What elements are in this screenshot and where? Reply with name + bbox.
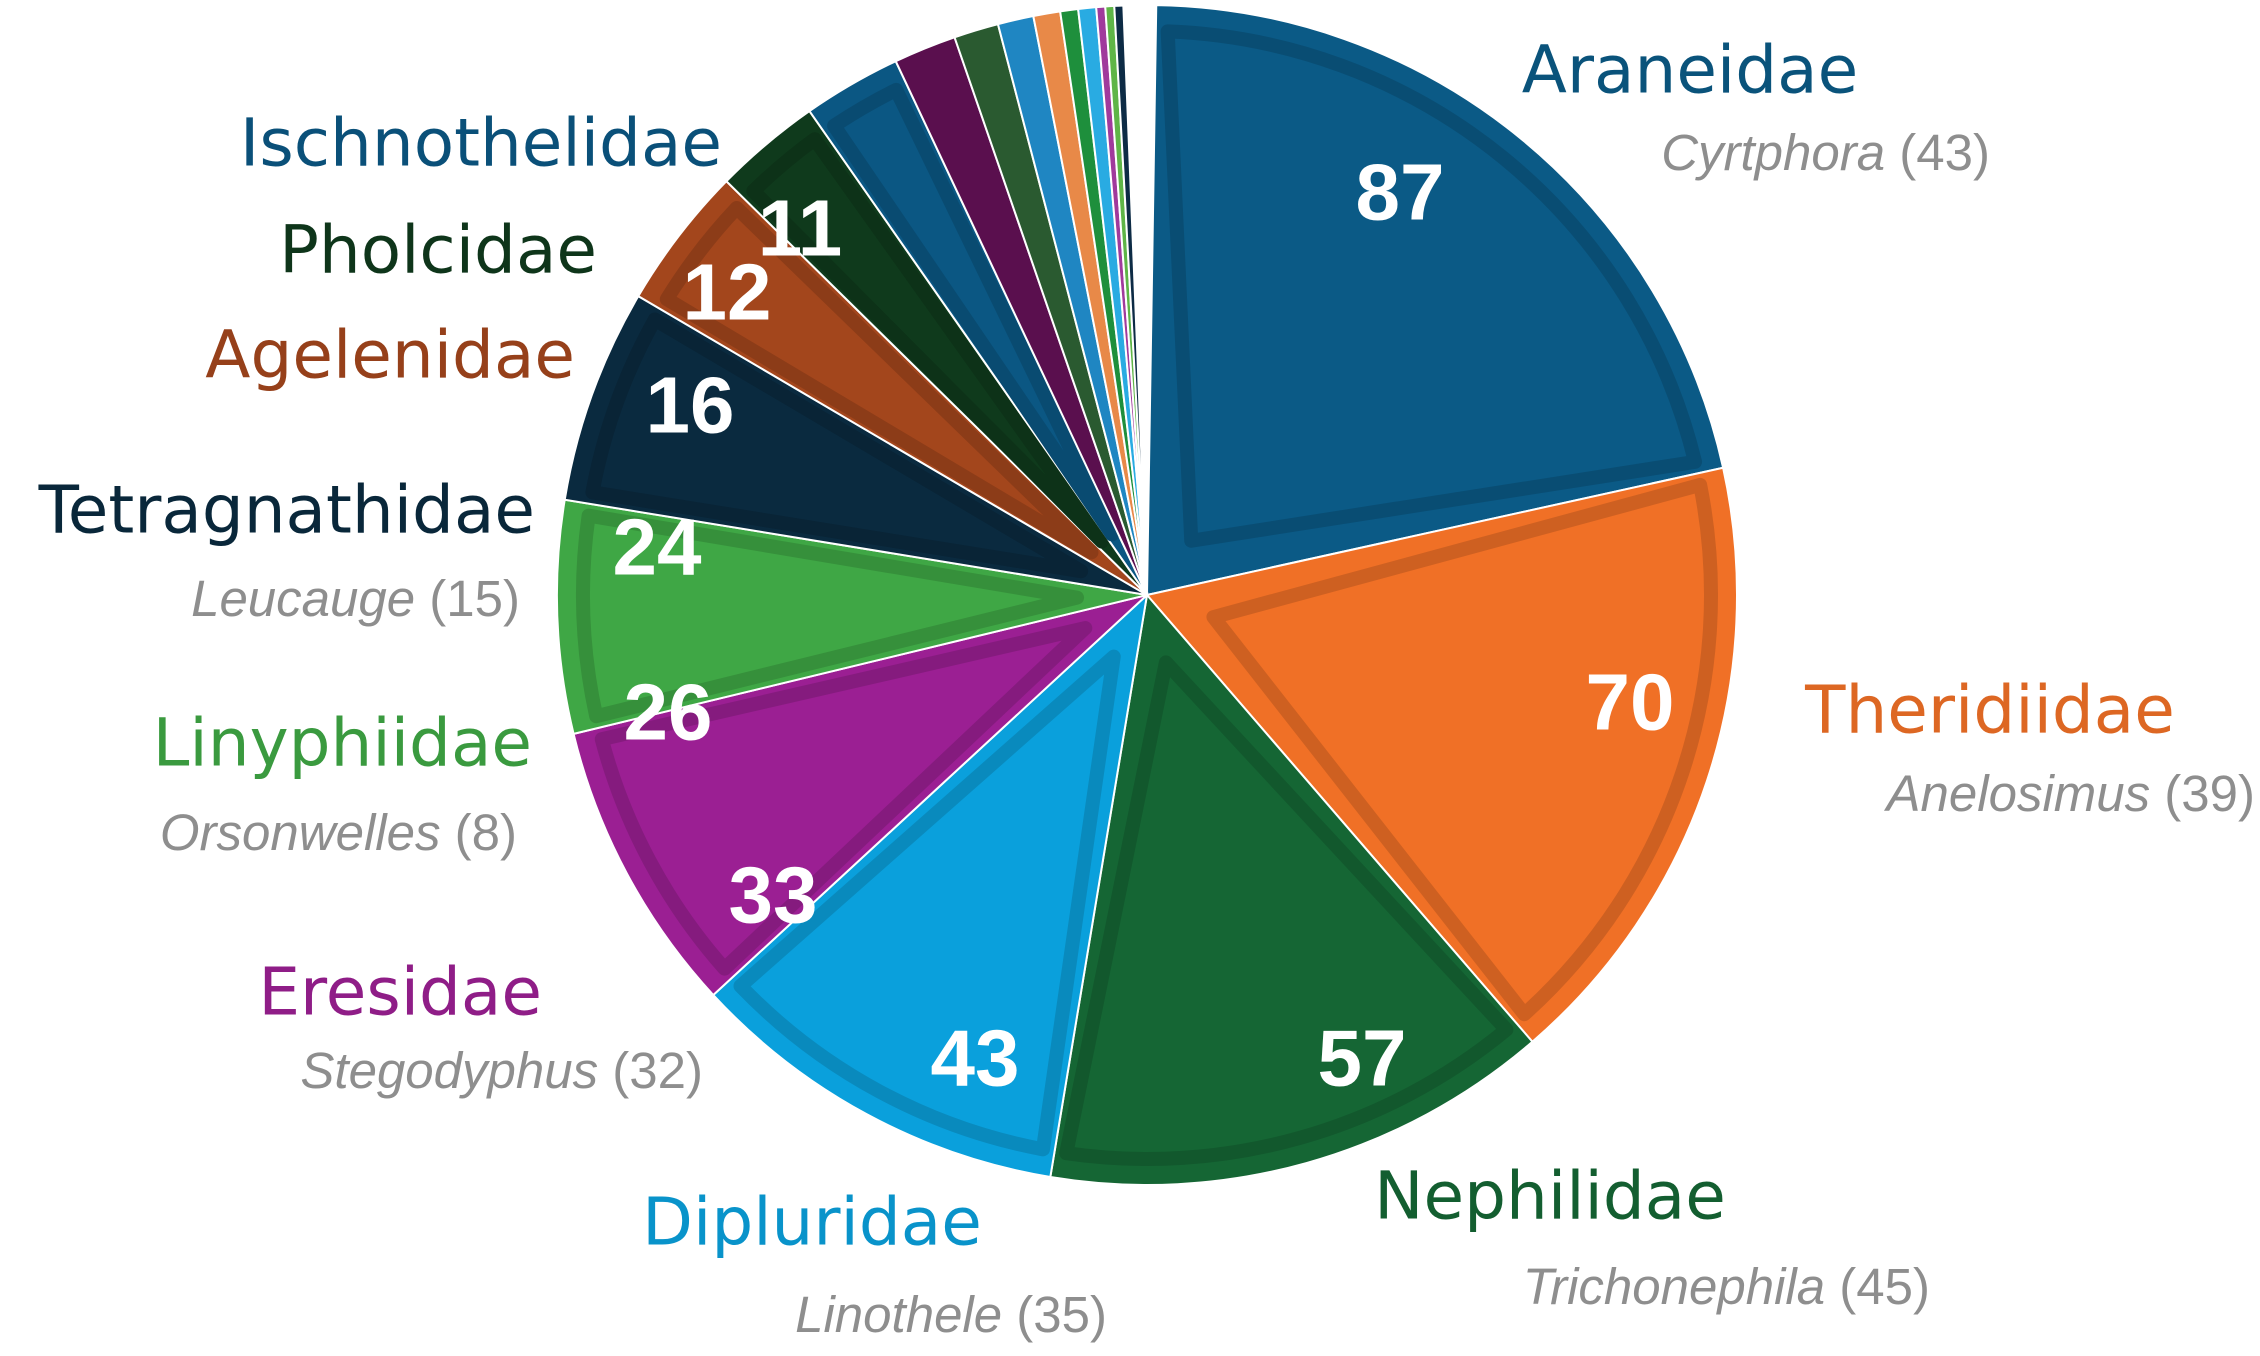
genus-label: Stegodyphus (32)	[300, 1042, 703, 1099]
family-labels: Araneidae Cyrtphora (43) Theridiidae Anelos…	[38, 32, 2255, 1343]
genus-count: (35)	[1002, 1286, 1107, 1343]
pie-slice-bevel	[576, 508, 1085, 724]
family-label: Theridiidae	[1804, 672, 2175, 749]
genus-count: (39)	[2150, 765, 2255, 822]
family-label: Dipluridae	[642, 1184, 982, 1261]
pie-slice-araneidae	[1145, 4, 1725, 597]
genus-count: (8)	[441, 804, 518, 861]
genus-name: Trichonephila	[1523, 1258, 1825, 1315]
family-label: Tetragnathidae	[38, 472, 535, 549]
slice-count-label: 16	[646, 361, 735, 450]
genus-label: Cyrtphora (43)	[1661, 124, 1990, 181]
family-label: Araneidae	[1522, 32, 1858, 109]
family-label: Ischnothelidae	[240, 105, 722, 182]
slice-count-label: 70	[1586, 658, 1675, 747]
slice-count-label: 11	[758, 184, 843, 273]
pie-slice-other-19	[1113, 4, 1148, 596]
pie-slice-linyphiidae	[556, 498, 1148, 736]
pie-slice-bevel	[1059, 655, 1514, 1166]
genus-name: Orsonwelles	[160, 804, 441, 861]
pie-slice-bevel	[659, 200, 1099, 560]
slice-count-label: 43	[931, 1014, 1020, 1103]
genus-count: (43)	[1885, 124, 1990, 181]
family-label: Nephilidae	[1374, 1158, 1726, 1235]
slice-count-label: 12	[683, 248, 772, 337]
pie-slice-bevel	[1160, 24, 1703, 548]
family-label: Agelenidae	[205, 317, 575, 394]
family-label: Eresidae	[258, 954, 542, 1031]
family-label: Pholcidae	[279, 212, 597, 289]
slice-count-label: 24	[613, 503, 702, 592]
genus-name: Linothele	[795, 1286, 1002, 1343]
slice-count-label: 57	[1318, 1014, 1407, 1103]
pie-slice-bevel	[585, 312, 1089, 579]
pie-slice-bevel	[746, 132, 1109, 549]
genus-count: (32)	[598, 1042, 703, 1099]
pie-slice-bevel	[733, 649, 1121, 1157]
genus-name: Leucauge	[191, 570, 415, 627]
pie-slice-eresidae	[572, 593, 1151, 997]
genus-label: Orsonwelles (8)	[160, 804, 517, 861]
pie-slices	[556, 4, 1738, 1186]
genus-name: Stegodyphus	[300, 1042, 598, 1099]
genus-count: (15)	[415, 570, 520, 627]
pie-slice-dipluridae	[711, 592, 1149, 1179]
pie-slice-bevel	[594, 621, 1093, 976]
pie-slice-theridiidae	[1145, 466, 1738, 1044]
genus-count: (45)	[1825, 1258, 1930, 1315]
family-label: Linyphiidae	[153, 705, 532, 782]
slice-count-label: 26	[624, 668, 713, 757]
genus-label: Leucauge (15)	[191, 570, 520, 627]
genus-label: Anelosimus (39)	[1884, 765, 2256, 822]
genus-label: Linothele (35)	[795, 1286, 1107, 1343]
genus-label: Trichonephila (45)	[1523, 1258, 1930, 1315]
slice-count-label: 33	[729, 851, 818, 940]
genus-name: Anelosimus	[1884, 765, 2151, 822]
genus-name: Cyrtphora	[1661, 124, 1885, 181]
pie-slice-bevel	[1206, 477, 1718, 1022]
pie-slice-nephilidae	[1049, 592, 1534, 1186]
slice-count-label: 87	[1356, 148, 1445, 237]
pie-slice-bevel	[827, 82, 1119, 542]
